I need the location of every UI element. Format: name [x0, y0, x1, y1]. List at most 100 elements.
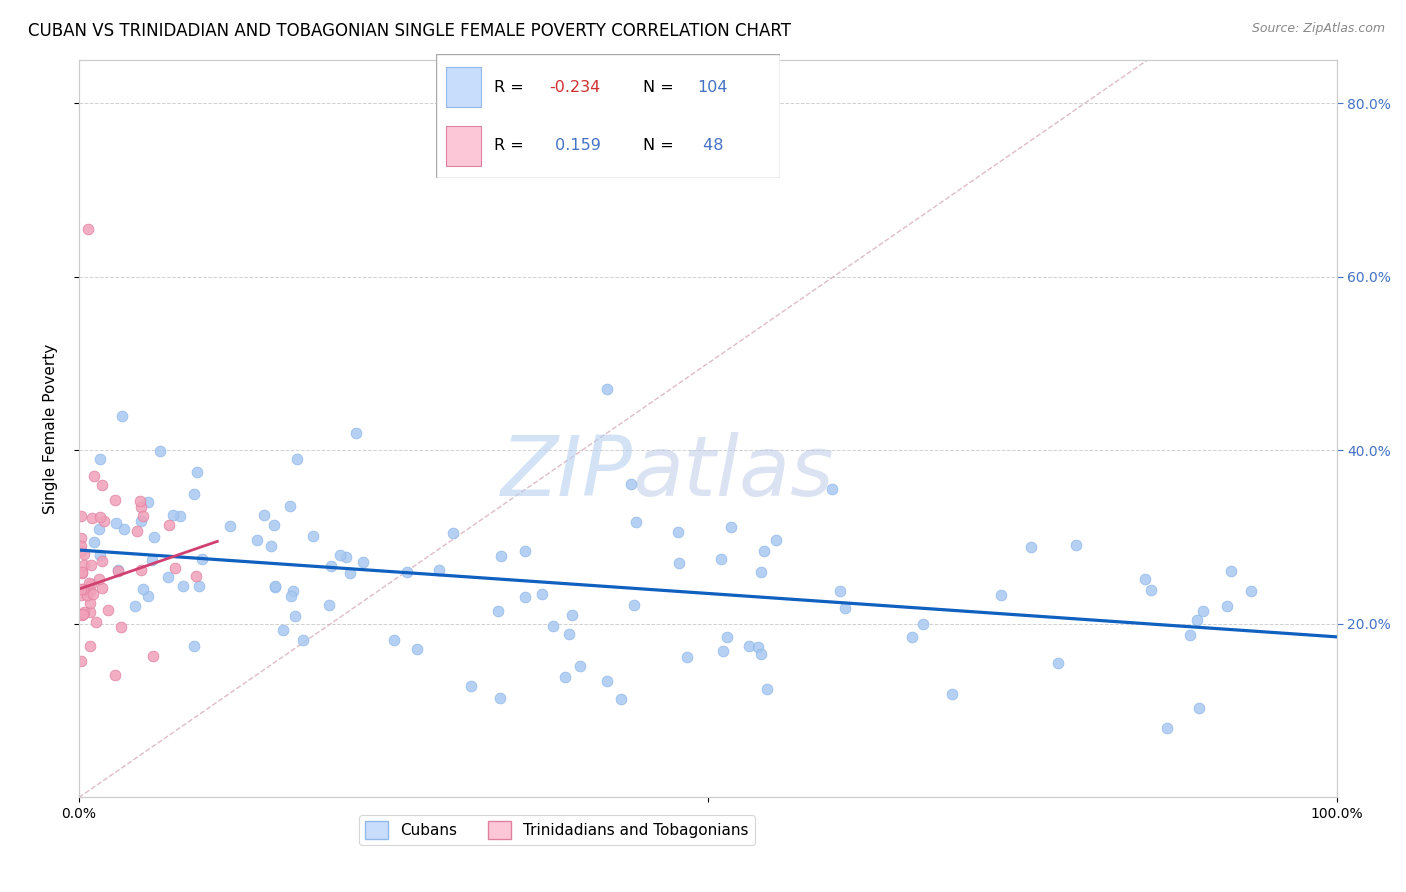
Text: R =: R = [495, 79, 529, 95]
Point [990, 588, 1012, 602]
Point [554, 670, 576, 684]
Point [104, 668, 127, 682]
Text: ZIP: ZIP [501, 433, 633, 513]
Point [89, 548, 111, 562]
Point [110, 619, 132, 633]
Point [301, 529, 323, 543]
Point [709, 552, 731, 566]
Point [76, 222, 98, 236]
Point [90, 478, 112, 492]
Text: N =: N = [643, 138, 679, 153]
Point [488, 690, 510, 705]
Point [263, 517, 285, 532]
Point [1019, 540, 1042, 554]
Point [72, 607, 94, 621]
Point [131, 509, 153, 524]
Point [285, 451, 308, 466]
Point [260, 539, 283, 553]
Point [460, 679, 482, 693]
Point [72, 566, 94, 581]
Point [79, 583, 101, 598]
Point [531, 587, 554, 601]
Point [79, 640, 101, 654]
Point [84, 615, 107, 629]
Point [90, 581, 112, 595]
Point [136, 495, 159, 509]
Point [70, 654, 93, 668]
Point [96, 603, 118, 617]
Point [1178, 628, 1201, 642]
Point [128, 494, 150, 508]
Point [339, 566, 361, 581]
Point [141, 552, 163, 566]
Point [1133, 572, 1156, 586]
Point [80, 577, 103, 591]
Point [264, 580, 287, 594]
Point [1216, 599, 1239, 613]
Point [756, 681, 779, 696]
Point [623, 599, 645, 613]
Point [541, 619, 564, 633]
Point [148, 444, 170, 458]
Point [292, 633, 315, 648]
Point [319, 559, 342, 574]
Point [90, 553, 112, 567]
Point [169, 509, 191, 524]
Point [278, 499, 301, 513]
Point [218, 519, 240, 533]
Point [191, 552, 214, 566]
Point [87, 522, 110, 536]
Point [157, 570, 180, 584]
Point [70, 508, 93, 523]
Point [132, 582, 155, 596]
Text: atlas: atlas [633, 433, 834, 513]
Point [1220, 564, 1243, 578]
Point [89, 572, 111, 586]
Point [142, 530, 165, 544]
Point [941, 687, 963, 701]
Point [568, 658, 591, 673]
Point [716, 630, 738, 644]
Text: 104: 104 [697, 79, 728, 95]
Point [104, 516, 127, 530]
Point [318, 598, 340, 612]
Point [820, 482, 842, 496]
Point [188, 579, 211, 593]
Point [79, 596, 101, 610]
Point [172, 579, 194, 593]
Point [253, 508, 276, 523]
Point [749, 647, 772, 661]
Point [125, 524, 148, 538]
Point [73, 605, 96, 619]
Point [901, 630, 924, 644]
Point [112, 522, 135, 536]
Point [1064, 538, 1087, 552]
Text: 48: 48 [697, 138, 723, 153]
Point [93, 514, 115, 528]
Point [1140, 582, 1163, 597]
Point [352, 555, 374, 569]
Point [124, 599, 146, 614]
Point [596, 674, 619, 689]
Point [79, 605, 101, 619]
Point [111, 409, 134, 423]
Text: -0.234: -0.234 [550, 79, 600, 95]
Point [281, 583, 304, 598]
Y-axis label: Single Female Poverty: Single Female Poverty [44, 343, 58, 514]
Point [382, 632, 405, 647]
Point [765, 533, 787, 548]
Text: 0.159: 0.159 [550, 138, 600, 153]
Point [668, 556, 690, 570]
Point [596, 383, 619, 397]
Point [77, 575, 100, 590]
Point [129, 500, 152, 514]
Point [184, 569, 207, 583]
Point [246, 533, 269, 548]
Text: N =: N = [643, 79, 679, 95]
Point [107, 564, 129, 578]
Point [72, 582, 94, 596]
Point [70, 539, 93, 553]
Point [70, 582, 93, 596]
Text: CUBAN VS TRINIDADIAN AND TOBAGONIAN SINGLE FEMALE POVERTY CORRELATION CHART: CUBAN VS TRINIDADIAN AND TOBAGONIAN SING… [28, 22, 792, 40]
Point [486, 604, 509, 618]
